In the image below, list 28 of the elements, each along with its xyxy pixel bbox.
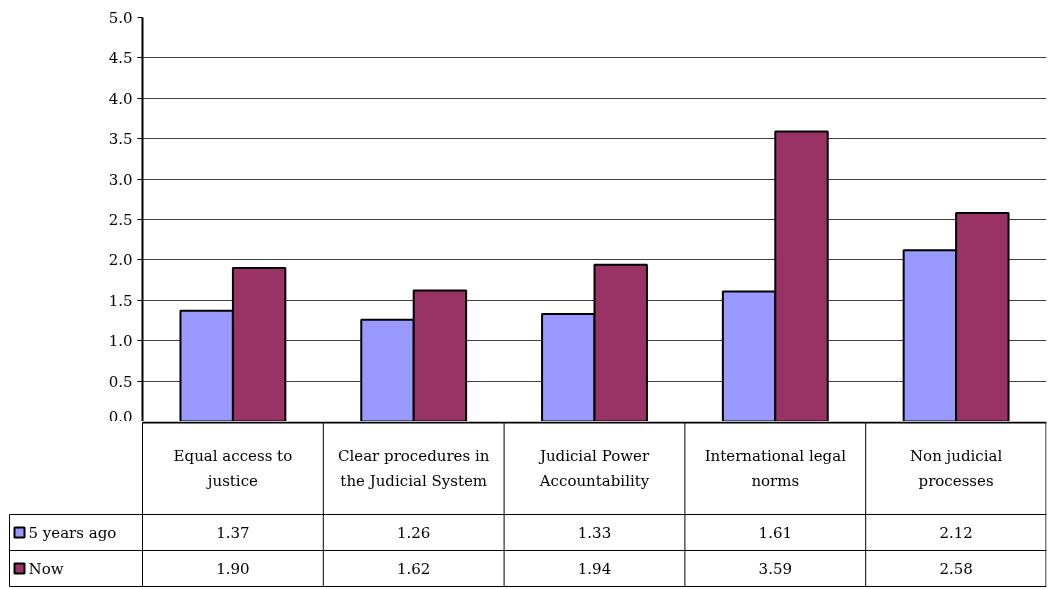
data-label: 1.37 bbox=[216, 524, 250, 542]
data-label: 1.61 bbox=[758, 524, 793, 542]
data-label: 1.94 bbox=[577, 560, 612, 578]
data-label: 1.33 bbox=[577, 524, 612, 542]
y-tick-label: 0.0 bbox=[108, 407, 133, 426]
y-tick-label: 5.0 bbox=[108, 9, 133, 27]
y-tick-label: 1.0 bbox=[108, 332, 133, 351]
x-tick-label: Judicial Power Accountability bbox=[537, 447, 650, 490]
x-tick-label: Non judicial processes bbox=[909, 447, 1003, 490]
legend-label: Now bbox=[28, 559, 64, 578]
y-tick-label: 2.5 bbox=[108, 211, 133, 229]
data-label: 2.58 bbox=[939, 560, 973, 578]
y-tick-label: 2.0 bbox=[108, 251, 133, 270]
data-label: 1.62 bbox=[397, 560, 431, 578]
legend-label: 5 years ago bbox=[28, 523, 117, 542]
y-tick-label: 4.0 bbox=[108, 89, 133, 108]
x-tick-label: Clear procedures in the Judicial System bbox=[338, 447, 490, 490]
y-tick-label: 1.5 bbox=[108, 291, 133, 310]
data-label: 3.59 bbox=[758, 560, 793, 578]
data-label: 1.90 bbox=[216, 560, 250, 578]
y-tick-label: 4.5 bbox=[108, 49, 133, 68]
y-tick-label: 0.5 bbox=[108, 372, 133, 391]
y-tick-label: 3.5 bbox=[108, 130, 133, 149]
data-label: 1.26 bbox=[397, 524, 431, 542]
y-tick-label: 3.0 bbox=[108, 170, 133, 189]
data-label: 2.12 bbox=[939, 524, 973, 542]
x-tick-label: Equal access to justice bbox=[173, 447, 293, 490]
x-tick-label: International legal norms bbox=[704, 447, 847, 490]
